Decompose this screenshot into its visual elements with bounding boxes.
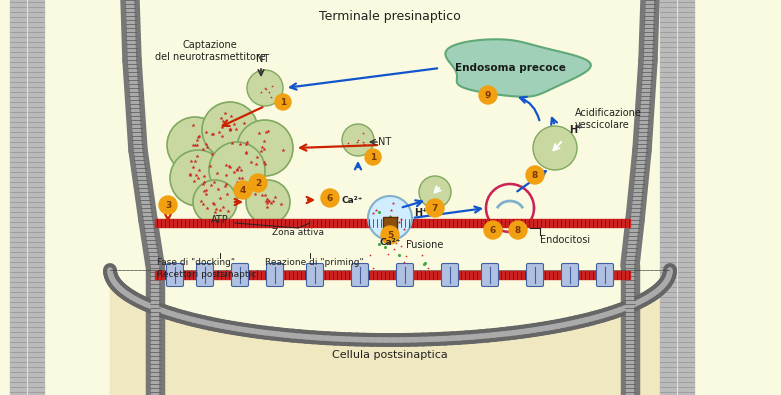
Text: Ca²⁺: Ca²⁺ [380, 238, 401, 247]
Text: Cellula postsinaptica: Cellula postsinaptica [332, 350, 448, 360]
Circle shape [167, 117, 223, 173]
Circle shape [246, 180, 290, 224]
Text: Zona attiva: Zona attiva [272, 228, 324, 237]
FancyBboxPatch shape [197, 263, 213, 286]
FancyBboxPatch shape [482, 263, 498, 286]
Text: Endosoma precoce: Endosoma precoce [455, 63, 565, 73]
Text: 3: 3 [165, 201, 171, 209]
Text: H⁺: H⁺ [569, 125, 583, 135]
Text: Terminale presinaptico: Terminale presinaptico [319, 10, 461, 23]
Text: Ca²⁺: Ca²⁺ [341, 196, 362, 205]
Circle shape [247, 70, 283, 106]
FancyBboxPatch shape [526, 263, 544, 286]
Circle shape [321, 189, 339, 207]
Circle shape [159, 196, 177, 214]
Circle shape [365, 149, 381, 165]
FancyBboxPatch shape [562, 263, 579, 286]
Circle shape [234, 181, 252, 199]
Circle shape [237, 120, 293, 176]
FancyBboxPatch shape [166, 263, 184, 286]
Circle shape [368, 196, 412, 240]
Text: 4: 4 [240, 186, 246, 194]
FancyBboxPatch shape [266, 263, 284, 286]
Circle shape [419, 176, 451, 208]
Circle shape [484, 221, 502, 239]
Text: Reazione di "priming": Reazione di "priming" [265, 258, 364, 267]
FancyBboxPatch shape [597, 263, 614, 286]
Text: 8: 8 [532, 171, 538, 179]
Circle shape [526, 166, 544, 184]
Circle shape [170, 150, 226, 206]
Text: 6: 6 [490, 226, 496, 235]
Circle shape [275, 94, 291, 110]
Text: Endocitosi: Endocitosi [540, 235, 590, 245]
Text: 6: 6 [327, 194, 333, 203]
FancyBboxPatch shape [231, 263, 248, 286]
FancyBboxPatch shape [397, 263, 413, 286]
Text: 2: 2 [255, 179, 261, 188]
FancyBboxPatch shape [441, 263, 458, 286]
Text: Fusione: Fusione [406, 240, 444, 250]
Circle shape [381, 226, 399, 244]
Circle shape [479, 86, 497, 104]
Circle shape [202, 102, 258, 158]
Text: 5: 5 [387, 231, 393, 239]
Text: Captazione
del neurotrasmettitore: Captazione del neurotrasmettitore [155, 40, 266, 62]
Text: Recettori postsinaptici: Recettori postsinaptici [157, 270, 259, 279]
Circle shape [209, 142, 265, 198]
Circle shape [509, 221, 527, 239]
Polygon shape [445, 39, 591, 97]
Circle shape [426, 199, 444, 217]
Bar [155, 219, 630, 227]
Text: 7: 7 [432, 203, 438, 213]
Text: 8: 8 [515, 226, 521, 235]
FancyBboxPatch shape [306, 263, 323, 286]
Bar [155, 271, 630, 279]
Text: 1: 1 [280, 98, 286, 107]
Circle shape [193, 180, 237, 224]
Text: 9: 9 [485, 90, 491, 100]
Text: ATP: ATP [211, 215, 229, 225]
Text: 1: 1 [370, 152, 376, 162]
Text: Fase di "docking": Fase di "docking" [157, 258, 235, 267]
Text: NT: NT [378, 137, 391, 147]
Bar [383, 217, 397, 231]
Circle shape [249, 174, 267, 192]
FancyBboxPatch shape [120, 0, 660, 272]
Circle shape [533, 126, 577, 170]
FancyBboxPatch shape [351, 263, 369, 286]
Text: Acidificazione
vescicolare: Acidificazione vescicolare [575, 108, 642, 130]
Circle shape [342, 124, 374, 156]
Text: H⁺: H⁺ [414, 208, 428, 218]
Text: NT: NT [256, 54, 269, 64]
